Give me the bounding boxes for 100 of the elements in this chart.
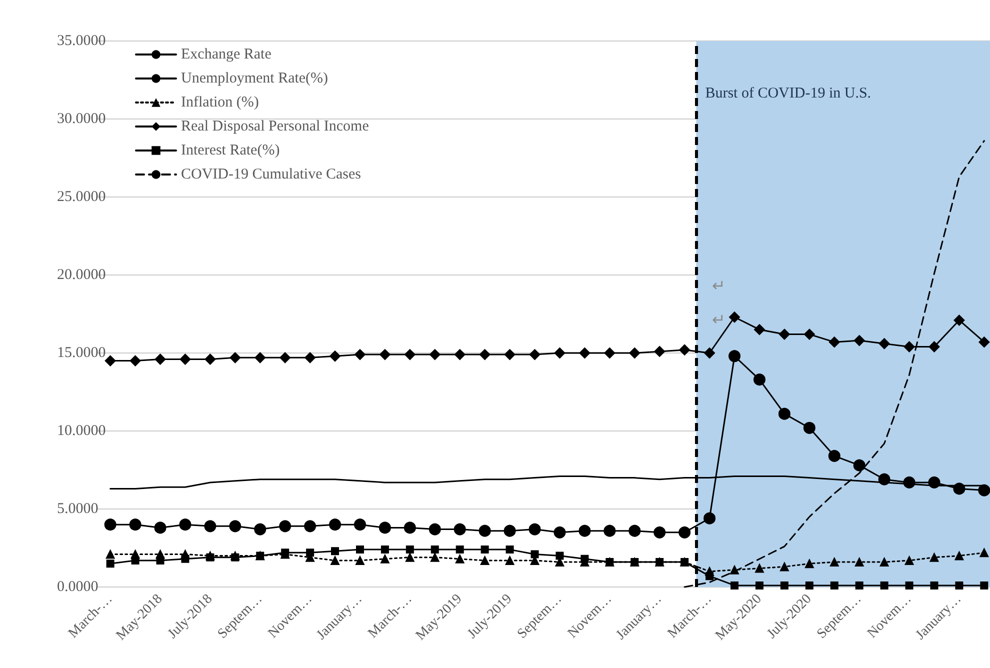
point bbox=[331, 547, 340, 556]
point bbox=[930, 552, 939, 562]
point bbox=[330, 556, 340, 565]
legend-label: COVID-19 Cumulative Cases bbox=[181, 166, 362, 182]
point bbox=[430, 552, 440, 562]
point bbox=[978, 336, 990, 348]
point bbox=[604, 524, 616, 537]
point bbox=[728, 350, 740, 362]
point bbox=[530, 550, 539, 558]
point bbox=[780, 581, 788, 590]
point bbox=[455, 554, 464, 564]
legend-label: Exchange Rate bbox=[181, 46, 272, 62]
point bbox=[480, 546, 489, 554]
point bbox=[430, 546, 439, 554]
point bbox=[980, 548, 989, 558]
point bbox=[254, 352, 266, 364]
point bbox=[753, 374, 766, 386]
point bbox=[953, 482, 966, 495]
annotation: ↵ bbox=[712, 276, 726, 295]
point bbox=[955, 581, 964, 590]
point bbox=[154, 354, 166, 365]
point bbox=[129, 518, 142, 531]
point bbox=[380, 554, 390, 564]
point bbox=[978, 484, 990, 496]
point bbox=[504, 524, 516, 537]
y-tick-label: 0.0000 bbox=[57, 579, 98, 595]
point bbox=[928, 476, 940, 488]
point bbox=[854, 335, 865, 346]
legend-label: Inflation (%) bbox=[181, 94, 259, 110]
point bbox=[454, 523, 466, 536]
point bbox=[130, 355, 141, 366]
point bbox=[878, 338, 890, 350]
point bbox=[106, 560, 114, 568]
point bbox=[306, 548, 314, 557]
point bbox=[830, 558, 839, 567]
point bbox=[104, 518, 116, 531]
point bbox=[204, 354, 216, 365]
point bbox=[954, 314, 965, 326]
point bbox=[280, 352, 291, 364]
point bbox=[480, 556, 490, 565]
point bbox=[406, 546, 414, 554]
point bbox=[429, 349, 440, 360]
point bbox=[679, 344, 690, 356]
point bbox=[529, 349, 540, 360]
point bbox=[304, 520, 316, 532]
legend-label: Unemployment Rate(%) bbox=[181, 70, 328, 86]
point bbox=[729, 312, 740, 323]
point bbox=[404, 522, 416, 534]
point bbox=[580, 554, 589, 563]
point bbox=[629, 348, 640, 358]
point bbox=[853, 459, 866, 472]
point bbox=[554, 348, 566, 358]
y-tick-label: 5.0000 bbox=[57, 501, 98, 517]
point bbox=[804, 559, 814, 568]
y-tick-label: 10.0000 bbox=[57, 423, 106, 439]
y-tick-label: 15.0000 bbox=[57, 345, 106, 361]
point bbox=[578, 524, 591, 537]
annotation: ↵ bbox=[712, 310, 726, 329]
point bbox=[704, 512, 716, 524]
point bbox=[179, 518, 192, 531]
point bbox=[279, 520, 292, 532]
point bbox=[478, 524, 491, 537]
point bbox=[678, 526, 691, 538]
point bbox=[878, 473, 890, 486]
point bbox=[654, 526, 666, 538]
point bbox=[354, 518, 366, 531]
point bbox=[356, 546, 364, 554]
y-tick-label: 30.0000 bbox=[57, 111, 106, 127]
point bbox=[256, 552, 264, 560]
point bbox=[180, 354, 191, 365]
point bbox=[479, 349, 490, 360]
point bbox=[206, 553, 214, 562]
point bbox=[204, 520, 216, 532]
point bbox=[855, 581, 864, 590]
y-tick-label: 35.0000 bbox=[57, 33, 106, 49]
point bbox=[830, 581, 838, 590]
point bbox=[780, 562, 789, 572]
point bbox=[654, 346, 666, 357]
point bbox=[704, 348, 716, 358]
point bbox=[778, 408, 790, 420]
point bbox=[230, 352, 241, 364]
point bbox=[254, 523, 266, 536]
point bbox=[579, 348, 590, 358]
point bbox=[181, 554, 190, 563]
y-tick-label: 25.0000 bbox=[57, 189, 106, 205]
point bbox=[854, 558, 864, 567]
point bbox=[329, 518, 342, 531]
point bbox=[730, 581, 738, 590]
point bbox=[828, 450, 840, 462]
point bbox=[156, 556, 164, 564]
point bbox=[804, 328, 815, 340]
legend-label: Real Disposal Personal Income bbox=[181, 118, 370, 134]
point bbox=[903, 476, 916, 488]
point bbox=[354, 349, 366, 360]
point bbox=[880, 558, 889, 567]
point bbox=[231, 553, 240, 562]
point bbox=[454, 349, 466, 360]
point bbox=[928, 341, 940, 352]
point bbox=[528, 523, 541, 536]
point bbox=[930, 581, 938, 590]
